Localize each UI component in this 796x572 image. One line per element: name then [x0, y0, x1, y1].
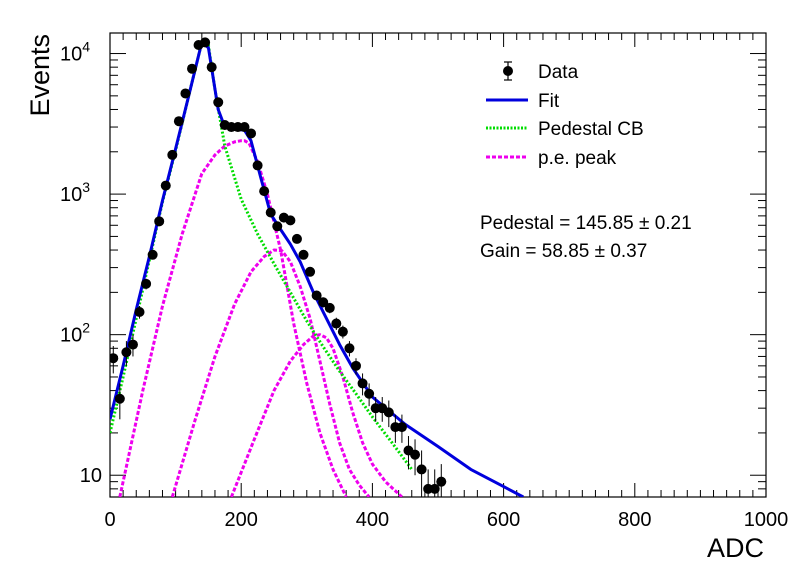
x-tick-label: 0 — [104, 509, 115, 531]
x-axis-title: ADC — [707, 533, 764, 563]
data-point — [383, 407, 394, 418]
data-point — [200, 37, 211, 48]
data-point — [298, 249, 309, 260]
data-point — [134, 306, 145, 317]
legend-entry-fit: Fit — [486, 91, 560, 112]
legend-entry-data: Data — [503, 61, 579, 83]
data-point — [239, 122, 250, 133]
legend-label-fit: Fit — [538, 91, 560, 112]
data-point — [167, 149, 178, 160]
legend-label-pe-peak: p.e. peak — [538, 148, 617, 169]
data-point — [213, 97, 224, 108]
data-point — [324, 302, 335, 313]
data-point — [252, 160, 263, 171]
data-point — [357, 378, 368, 389]
annotation-pedestal: Pedestal = 145.85 ± 0.21 — [480, 213, 692, 234]
annotation-gain: Gain = 58.85 ± 0.37 — [480, 241, 647, 262]
data-point — [246, 128, 257, 139]
data-point — [318, 297, 329, 308]
axis-ticks: 0 200 400 600 800 1000 10 102 103 104 — [60, 33, 788, 531]
x-tick-label: 600 — [487, 509, 520, 531]
data-point — [160, 180, 171, 191]
y-tick-label: 102 — [60, 320, 90, 347]
data-point — [127, 339, 138, 350]
y-tick-label: 10 — [80, 465, 102, 487]
x-tick-label: 200 — [225, 509, 258, 531]
data-point — [429, 483, 440, 494]
y-tick-label: 103 — [60, 179, 90, 206]
data-point — [272, 221, 283, 232]
data-point — [351, 360, 361, 371]
data-point — [141, 278, 152, 289]
x-tick-label: 800 — [618, 509, 651, 531]
data-point — [259, 186, 270, 197]
data-point — [396, 422, 407, 433]
data-point — [110, 353, 119, 364]
data-point — [311, 290, 322, 301]
data-point — [331, 318, 342, 329]
data-point — [416, 464, 427, 475]
y-axis-title: Events — [25, 34, 55, 117]
legend: Data Fit Pedestal CB p.e. peak — [486, 61, 644, 169]
data-points-layer — [110, 37, 447, 497]
data-point — [206, 62, 217, 73]
data-point — [180, 88, 191, 99]
data-point — [410, 449, 421, 460]
y-tick-label: 104 — [60, 39, 90, 66]
legend-label-pedestal: Pedestal CB — [538, 119, 644, 140]
data-point — [285, 215, 296, 226]
legend-entry-pedestal: Pedestal CB — [486, 119, 644, 140]
x-tick-label: 1000 — [744, 509, 789, 531]
data-point — [173, 116, 184, 127]
data-point — [364, 388, 375, 399]
data-point — [265, 207, 276, 218]
data-point — [114, 393, 125, 404]
data-point — [337, 326, 348, 337]
data-point — [154, 216, 165, 227]
data-point — [305, 266, 316, 277]
data-point — [121, 347, 132, 358]
legend-label-data: Data — [538, 62, 579, 83]
data-point — [147, 249, 158, 260]
data-point — [291, 233, 302, 244]
data-point — [187, 63, 197, 74]
pe-peak-curve — [118, 139, 348, 497]
legend-entry-pe-peak: p.e. peak — [486, 148, 617, 169]
data-point — [344, 343, 355, 354]
x-tick-label: 400 — [356, 509, 389, 531]
data-point — [436, 476, 447, 487]
legend-data-marker — [503, 66, 513, 76]
